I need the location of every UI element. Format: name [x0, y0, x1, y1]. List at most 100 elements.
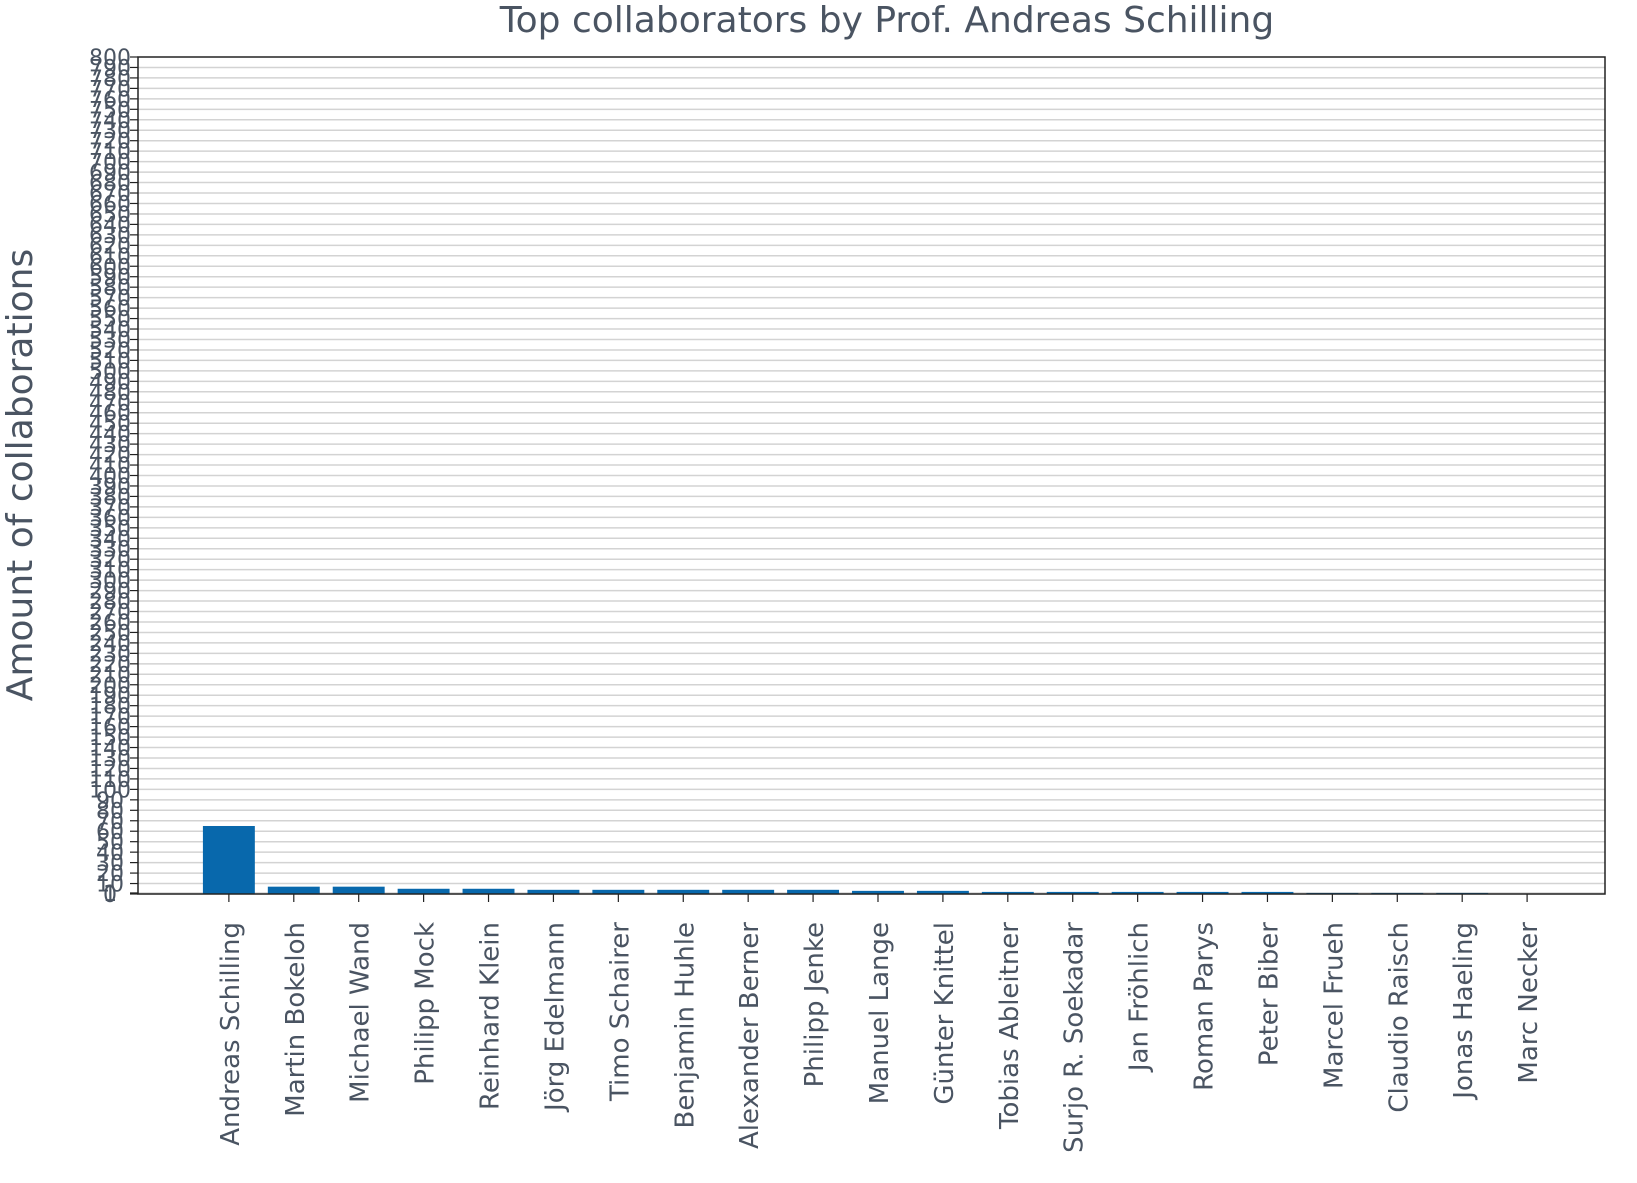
x-tick-label: Manuel Lange	[865, 922, 895, 1104]
y-tick-label: 80	[96, 799, 124, 824]
y-tick-label: 650	[89, 203, 131, 228]
bar	[916, 890, 969, 894]
y-tick-label: 120	[89, 757, 131, 782]
y-tick-label: 700	[89, 151, 131, 176]
y-tick-label: 140	[89, 737, 131, 762]
y-tick-label: 160	[89, 716, 131, 741]
y-tick-label: 760	[89, 88, 131, 113]
x-tick-label: Jan Fröhlich	[1125, 922, 1155, 1073]
y-tick-label: 330	[89, 538, 131, 563]
x-tick-label: Alexander Berner	[735, 922, 765, 1149]
bar	[202, 825, 255, 894]
y-tick-label: 230	[89, 642, 131, 667]
x-tick-label: Günter Knittel	[930, 922, 960, 1105]
x-axis-ticks: Andreas Schilling Martin Bokeloh Michael W…	[216, 894, 1544, 1153]
y-tick-label: 200	[89, 674, 131, 699]
y-tick-label: 350	[89, 517, 131, 542]
x-tick-label: Jörg Edelmann	[540, 922, 570, 1113]
y-tick-label: 800	[89, 46, 131, 71]
y-tick-label: 370	[89, 496, 131, 521]
y-tick-label: 220	[89, 653, 131, 678]
y-tick-label: 40	[96, 841, 124, 866]
x-tick-label: Reinhard Klein	[476, 922, 506, 1110]
y-tick-label: 380	[89, 485, 131, 510]
bars	[202, 825, 1489, 894]
y-tick-label: 90	[96, 789, 124, 814]
x-tick-label: Claudio Raisch	[1384, 922, 1414, 1113]
x-tick-label: Tobias Ableitner	[995, 922, 1025, 1130]
bar	[397, 888, 450, 894]
y-tick-label: 210	[89, 663, 131, 688]
y-tick-label: 320	[89, 548, 131, 573]
y-tick-label: 680	[89, 172, 131, 197]
y-tick-label: 300	[89, 569, 131, 594]
y-tick-label: 550	[89, 308, 131, 333]
y-tick-label: 690	[89, 161, 131, 186]
x-tick-label: Roman Parys	[1190, 922, 1220, 1091]
bar	[787, 889, 840, 894]
y-tick-label: 420	[89, 444, 131, 469]
x-tick-label: Michael Wand	[346, 922, 376, 1103]
y-tick-label: 610	[89, 245, 131, 270]
y-tick-label: 730	[89, 119, 131, 144]
grid-lines	[138, 66, 1605, 894]
x-tick-label: Benjamin Huhle	[670, 922, 700, 1129]
y-tick-label: 620	[89, 234, 131, 259]
bar	[267, 886, 320, 894]
y-tick-label: 360	[89, 506, 131, 531]
bar	[462, 888, 515, 894]
y-tick-label: 480	[89, 381, 131, 406]
chart-title: Top collaborators by Prof. Andreas Schil…	[499, 0, 1274, 41]
y-axis-label: Amount of collaborations	[0, 249, 41, 701]
y-tick-label: 460	[89, 402, 131, 427]
y-tick-label: 640	[89, 213, 131, 238]
bar	[657, 889, 710, 894]
y-tick-label: 60	[96, 820, 124, 845]
y-tick-label: 540	[89, 318, 131, 343]
y-tick-label: 510	[89, 349, 131, 374]
y-axis-ticks: 0110203040506070809010011012013014015016…	[89, 46, 138, 908]
x-tick-label: Marc Necker	[1514, 922, 1544, 1084]
x-tick-label: Andreas Schilling	[216, 922, 246, 1146]
x-tick-label: Surjo R. Soekadar	[1060, 922, 1090, 1153]
y-tick-label: 20	[96, 862, 124, 887]
x-tick-label: Timo Schairer	[605, 922, 635, 1102]
y-tick-label: 740	[89, 109, 131, 134]
x-tick-label: Martin Bokeloh	[281, 922, 311, 1117]
y-tick-label: 790	[89, 56, 131, 81]
y-tick-label: 450	[89, 412, 131, 437]
y-tick-label: 490	[89, 370, 131, 395]
bar	[527, 889, 580, 894]
y-tick-label: 580	[89, 276, 131, 301]
y-tick-label: 390	[89, 475, 131, 500]
y-tick-label: 590	[89, 266, 131, 291]
y-tick-label: 130	[89, 747, 131, 772]
y-tick-label: 660	[89, 192, 131, 217]
bar	[1111, 891, 1164, 894]
y-tick-label: 720	[89, 130, 131, 155]
y-tick-label: 240	[89, 632, 131, 657]
y-tick-label: 290	[89, 580, 131, 605]
y-tick-label: 250	[89, 621, 131, 646]
y-tick-label: 340	[89, 527, 131, 552]
bar	[332, 886, 385, 894]
y-tick-label: 410	[89, 454, 131, 479]
y-tick-label: 400	[89, 465, 131, 490]
y-tick-label: 470	[89, 391, 131, 416]
y-tick-label: 440	[89, 423, 131, 448]
y-tick-label: 0	[103, 883, 117, 908]
x-tick-label: Marcel Frueh	[1319, 922, 1349, 1089]
y-tick-label: 190	[89, 684, 131, 709]
y-tick-label: 270	[89, 601, 131, 626]
bar	[722, 889, 775, 894]
y-tick-label: 170	[89, 705, 131, 730]
y-tick-label: 530	[89, 328, 131, 353]
y-tick-label: 500	[89, 360, 131, 385]
y-tick-label: 770	[89, 77, 131, 102]
y-tick-label: 780	[89, 67, 131, 92]
y-tick-label: 100	[89, 778, 131, 803]
bar	[852, 890, 904, 894]
x-tick-label: Jonas Haeling	[1449, 922, 1479, 1101]
bar	[592, 889, 645, 894]
